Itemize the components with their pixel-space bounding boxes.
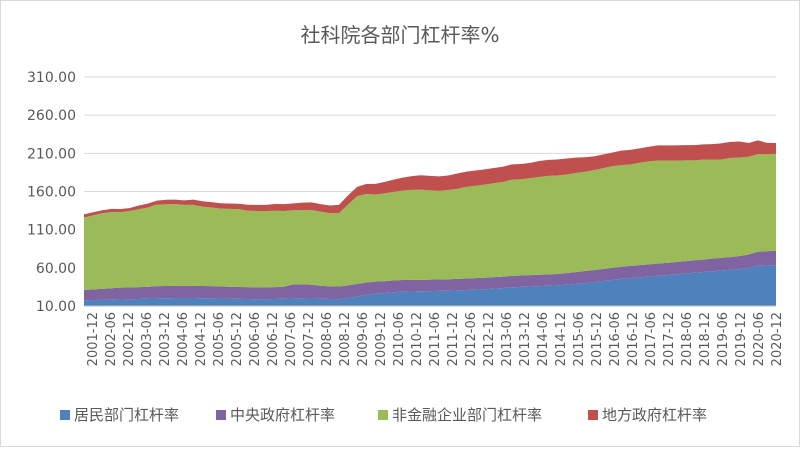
x-tick-label: 2004-12 <box>194 312 209 366</box>
area-series-0 <box>84 265 776 306</box>
x-tick-label: 2009-12 <box>374 312 389 366</box>
y-axis: 10.00 60.00 110.00 160.00 210.00 260.00 310.00 <box>27 70 76 315</box>
x-tick-label: 2007-06 <box>284 312 299 366</box>
y-tick-label: 310.00 <box>27 70 76 86</box>
x-tick-label: 2014-12 <box>554 312 569 366</box>
x-tick-label: 2009-06 <box>356 312 371 366</box>
legend-swatch <box>60 410 70 420</box>
x-tick-label: 2018-12 <box>698 312 713 366</box>
area-series-1 <box>84 250 776 301</box>
x-tick-label: 2019-12 <box>734 312 749 366</box>
chart-title: 社科院各部门杠杆率% <box>300 23 499 47</box>
x-tick-label: 2004-06 <box>176 312 191 366</box>
x-tick-label: 2020-12 <box>770 312 785 366</box>
plot-areas <box>84 140 776 306</box>
x-tick-label: 2015-06 <box>572 312 587 366</box>
x-tick-label: 2011-12 <box>446 312 461 366</box>
legend-label: 中央政府杠杆率 <box>230 406 335 424</box>
x-tick-label: 2006-06 <box>248 312 263 366</box>
x-tick-label: 2020-06 <box>752 312 767 366</box>
x-tick-label: 2015-12 <box>590 312 605 366</box>
x-tick-label: 2003-06 <box>140 312 155 366</box>
x-tick-label: 2005-06 <box>212 312 227 366</box>
x-axis: 2001-12 2002-06 2002-12 2003-06 2003-12 2004-… <box>84 305 785 366</box>
x-tick-label: 2013-06 <box>500 312 515 366</box>
x-tick-label: 2017-06 <box>644 312 659 366</box>
x-tick-label: 2008-06 <box>320 312 335 366</box>
legend-label: 居民部门杠杆率 <box>74 406 179 424</box>
legend-swatch <box>216 410 226 420</box>
legend: 居民部门杠杆率 中央政府杠杆率 非金融企业部门杠杆率 地方政府杠杆率 <box>60 406 707 424</box>
x-tick-label: 2001-12 <box>86 312 101 366</box>
y-tick-label: 210.00 <box>27 146 76 162</box>
x-tick-label: 2016-12 <box>626 312 641 366</box>
y-tick-label: 110.00 <box>27 223 76 239</box>
x-tick-label: 2010-12 <box>410 312 425 366</box>
y-tick-label: 10.00 <box>36 299 76 315</box>
legend-label: 地方政府杠杆率 <box>602 406 707 424</box>
x-tick-label: 2018-06 <box>680 312 695 366</box>
legend-label: 非金融企业部门杠杆率 <box>392 406 542 424</box>
x-tick-label: 2002-06 <box>104 312 119 366</box>
x-tick-label: 2003-12 <box>158 312 173 366</box>
y-tick-label: 160.00 <box>27 185 76 201</box>
area-series-3 <box>84 140 776 218</box>
x-tick-label: 2013-12 <box>518 312 533 366</box>
x-tick-label: 2012-12 <box>482 312 497 366</box>
x-tick-label: 2006-12 <box>266 312 281 366</box>
x-tick-label: 2014-06 <box>536 312 551 366</box>
x-tick-label: 2012-06 <box>464 312 479 366</box>
legend-swatch <box>588 410 598 420</box>
area-series-2 <box>84 153 776 290</box>
x-tick-label: 2016-06 <box>608 312 623 366</box>
y-tick-label: 60.00 <box>36 261 76 277</box>
x-tick-label: 2005-12 <box>230 312 245 366</box>
x-tick-label: 2002-12 <box>122 312 137 366</box>
x-tick-label: 2019-06 <box>716 312 731 366</box>
x-tick-label: 2007-12 <box>302 312 317 366</box>
x-tick-label: 2011-06 <box>428 312 443 366</box>
x-tick-label: 2017-12 <box>662 312 677 366</box>
y-tick-label: 260.00 <box>27 108 76 124</box>
legend-swatch <box>378 410 388 420</box>
x-tick-label: 2010-06 <box>392 312 407 366</box>
x-tick-label: 2008-12 <box>338 312 353 366</box>
